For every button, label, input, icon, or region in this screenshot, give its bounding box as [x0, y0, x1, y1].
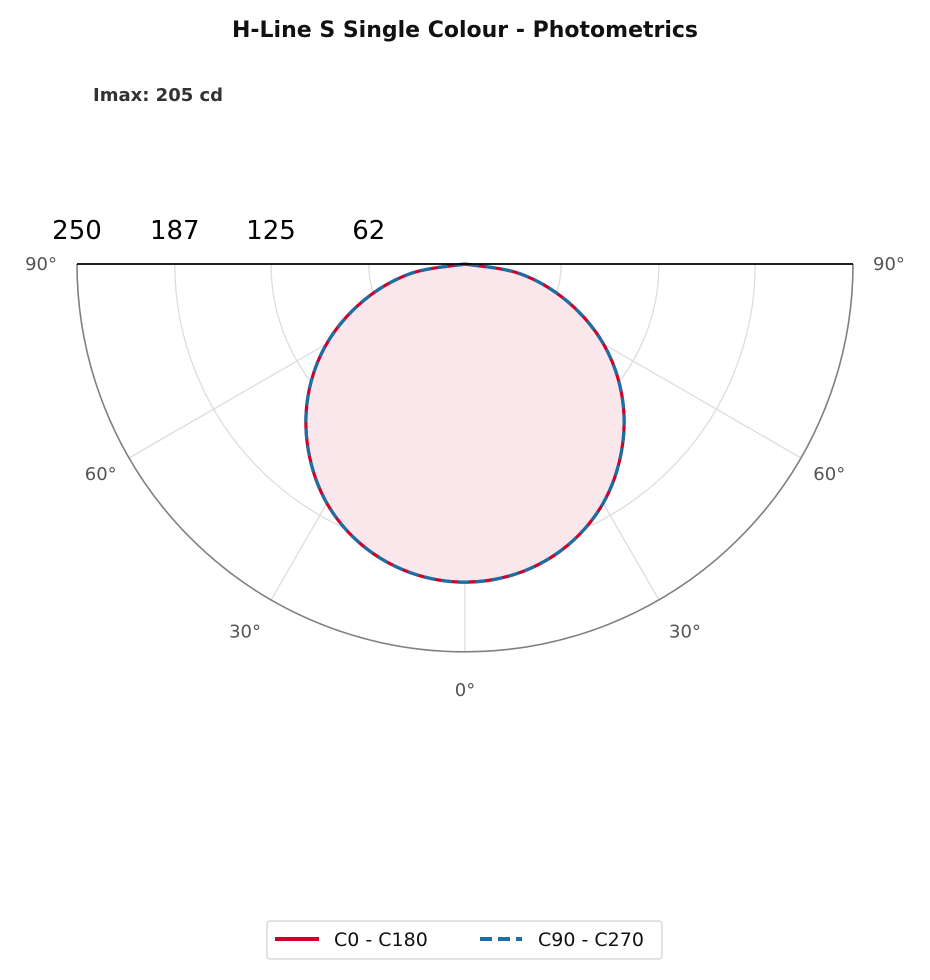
angle-tick-labels: 90° 60° 30° 0° 30° 60° 90°	[25, 254, 905, 701]
legend: C0 - C180 C90 - C270	[266, 920, 663, 960]
series-line-c90-c270	[304, 262, 626, 584]
angle-tick-label-left-90: 90°	[25, 254, 57, 275]
polar-frame	[76, 263, 854, 653]
radial-tick-label-125: 125	[246, 216, 296, 246]
angle-tick-label-center-0: 0°	[455, 680, 475, 701]
angle-tick-label-left-60: 60°	[85, 464, 117, 485]
angle-tick-label-right-90: 90°	[873, 254, 905, 275]
legend-box	[266, 920, 663, 960]
legend-label-c0-c180: C0 - C180	[334, 929, 428, 951]
angle-tick-label-right-30: 30°	[669, 621, 701, 642]
legend-label-c90-c270: C90 - C270	[538, 929, 644, 951]
chart-title: H-Line S Single Colour - Photometrics	[232, 18, 698, 43]
angle-tick-label-right-60: 60°	[813, 464, 845, 485]
radial-tick-label-62: 62	[352, 216, 385, 246]
radial-tick-label-250: 250	[52, 216, 102, 246]
intensity-area	[305, 264, 625, 583]
imax-annotation: Imax: 205 cd	[93, 85, 223, 106]
radial-tick-labels: 250 187 125 62	[52, 216, 385, 246]
angle-tick-label-left-30: 30°	[229, 621, 261, 642]
series-layer	[304, 262, 626, 584]
outer-boundary	[76, 263, 854, 653]
intensity-fill	[305, 264, 625, 583]
radial-tick-label-187: 187	[150, 216, 200, 246]
